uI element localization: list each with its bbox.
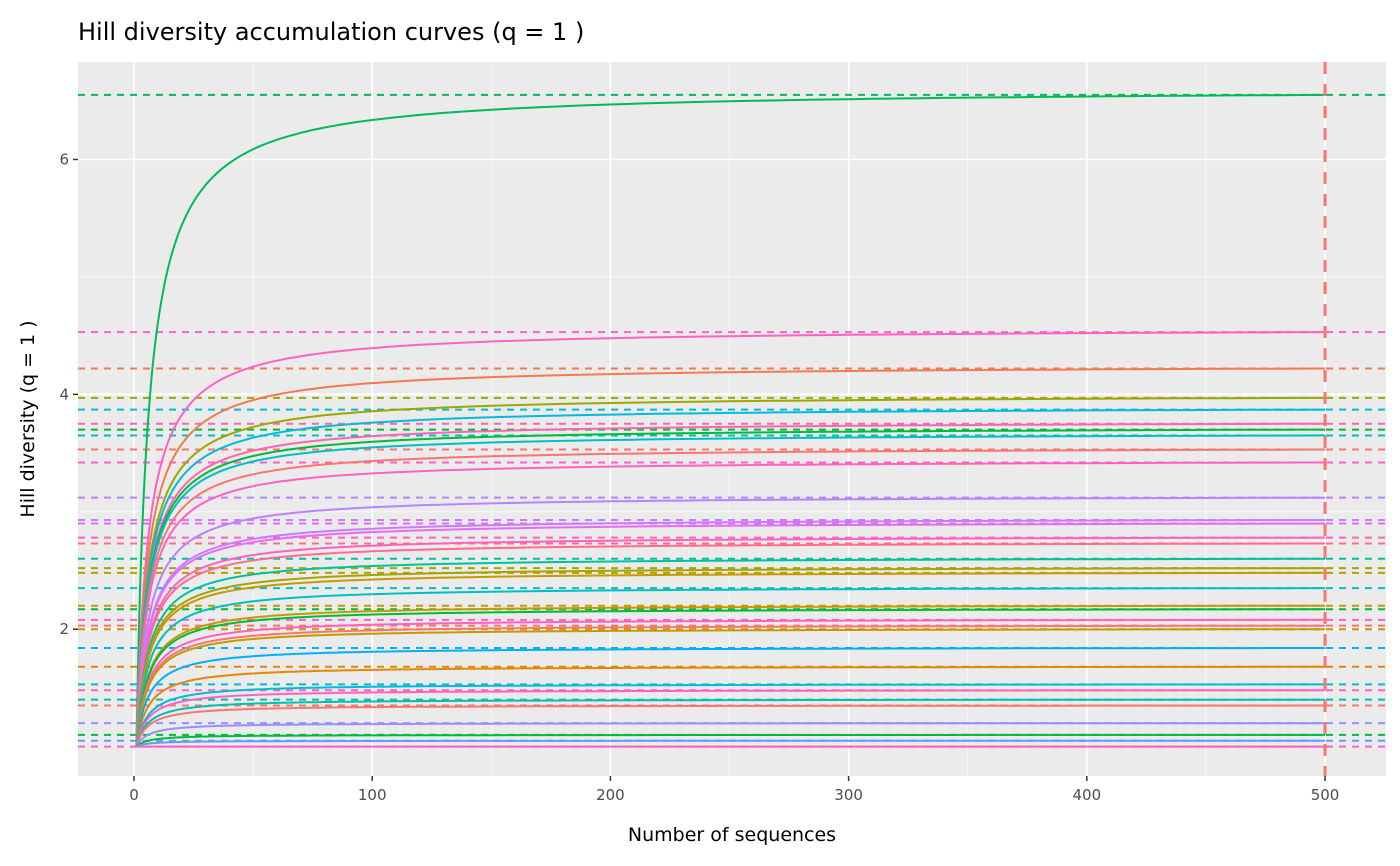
accumulation-curve [135,408,1326,747]
accumulation-curve [135,448,1326,747]
accumulation-curve [135,665,1325,747]
accumulation-curve [135,683,1325,747]
x-tick-label: 400 [1072,786,1101,804]
accumulation-curve [135,704,1325,747]
accumulation-curve [135,722,1325,748]
x-tick-label: 300 [834,786,863,804]
accumulation-curve [135,93,1326,747]
x-tick-label: 200 [596,786,625,804]
accumulation-curve [135,628,1325,747]
accumulation-curve [135,367,1326,747]
x-axis-label: Number of sequences [628,824,836,846]
accumulation-curve [135,689,1325,747]
accumulation-curve [135,536,1326,747]
accumulation-curve [135,428,1325,747]
accumulation-curve [135,396,1325,747]
accumulation-curve [135,618,1325,747]
y-tick-label: 6 [59,150,69,168]
accumulation-curve [135,608,1326,747]
accumulation-curve [135,496,1325,747]
accumulation-curve [135,733,1325,748]
accumulation-curve [135,331,1326,747]
accumulation-curve [136,739,1325,748]
x-tick-label: 0 [129,786,139,804]
accumulation-curve [135,567,1326,747]
accumulation-curve [135,571,1326,747]
accumulation-curve [135,557,1326,747]
accumulation-curve [135,542,1325,747]
accumulation-curves [135,93,1326,748]
y-tick-label: 2 [59,620,69,638]
chart-title: Hill diversity accumulation curves (q = … [78,18,584,46]
axes: 0 100 200 300 400 500 2 4 6 [59,150,1339,804]
y-tick-label: 4 [59,385,69,403]
accumulation-curve [135,434,1326,747]
accumulation-curve [135,624,1325,747]
accumulation-curve [135,522,1326,747]
accumulation-curve [135,519,1325,747]
x-tick-label: 500 [1311,786,1340,804]
accumulation-curve [135,461,1325,747]
x-tick-label: 100 [358,786,387,804]
y-axis-label: Hill diversity (q = 1 ) [17,320,39,517]
accumulation-curve [135,587,1325,747]
accumulation-curve [135,647,1325,747]
accumulation-curve [135,698,1325,747]
accumulation-curve [135,604,1325,747]
accumulation-curve [135,422,1326,747]
plot-panel [78,62,1386,776]
